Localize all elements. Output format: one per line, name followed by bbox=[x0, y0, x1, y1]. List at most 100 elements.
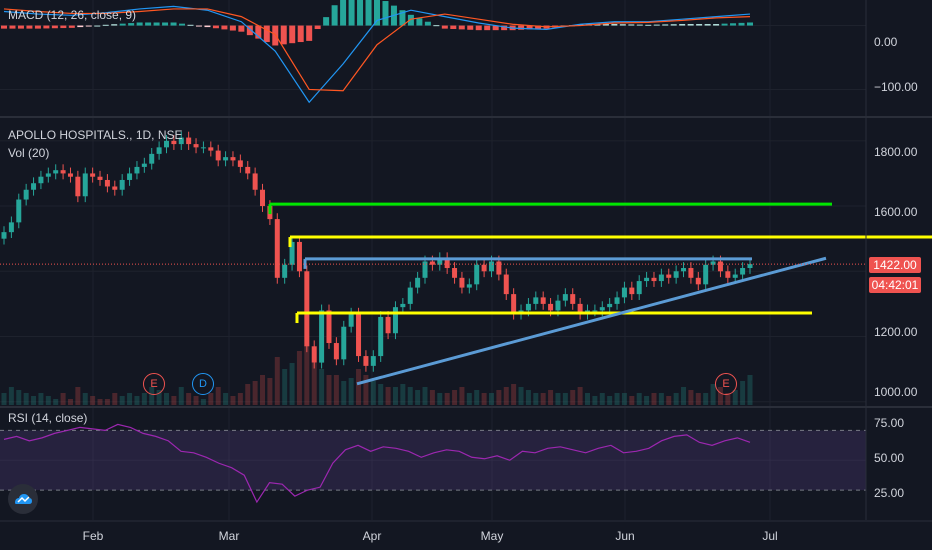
candle-body bbox=[370, 356, 376, 366]
macd-histogram-bar bbox=[357, 0, 364, 26]
volume-bar bbox=[555, 393, 561, 405]
rsi-line bbox=[3, 423, 751, 504]
candle-body bbox=[629, 287, 635, 295]
volume-bar bbox=[208, 393, 214, 405]
volume-bar bbox=[134, 396, 140, 405]
macd-histogram-bar bbox=[407, 14, 414, 26]
macd-histogram-bar bbox=[713, 24, 720, 26]
signal-line bbox=[3, 8, 751, 92]
candle-body bbox=[260, 189, 266, 207]
volume-bar bbox=[260, 375, 266, 405]
volume-bar bbox=[415, 390, 421, 405]
candle-body bbox=[644, 277, 650, 282]
macd-histogram-bar bbox=[297, 25, 304, 43]
candle-body bbox=[296, 241, 302, 272]
macd-histogram-bar bbox=[679, 24, 686, 26]
price-tick-4: 1000.00 bbox=[874, 385, 918, 399]
candle-body bbox=[245, 166, 251, 174]
macd-histogram-bar bbox=[611, 24, 618, 26]
volume-bar bbox=[562, 393, 568, 405]
macd-histogram-bar bbox=[382, 1, 389, 26]
price-tick-0: 1800.00 bbox=[874, 145, 918, 159]
grid-lines bbox=[0, 0, 866, 520]
macd-histogram-bar bbox=[619, 24, 626, 26]
countdown-badge: 04:42:01 bbox=[869, 277, 921, 293]
candle-body bbox=[481, 264, 487, 272]
macd-label: MACD (12, 26, close, 9) bbox=[8, 8, 137, 22]
volume-label: Vol (20) bbox=[8, 146, 50, 160]
volume-bar bbox=[681, 387, 687, 405]
macd-histogram-bar bbox=[51, 25, 58, 29]
candle-body bbox=[555, 300, 561, 311]
tradingview-logo-icon[interactable] bbox=[8, 484, 38, 514]
macd-histogram-bar bbox=[475, 25, 482, 31]
rsi-band-fill bbox=[0, 430, 866, 491]
macd-histogram-bar bbox=[535, 25, 542, 30]
volume-bar bbox=[267, 378, 273, 405]
candle-body bbox=[141, 163, 147, 167]
volume-bar bbox=[747, 375, 753, 405]
volume-bar bbox=[452, 390, 458, 405]
candle-body bbox=[304, 271, 310, 347]
macd-histogram-bar bbox=[229, 25, 236, 31]
volume-bar bbox=[607, 396, 613, 405]
macd-histogram-bar bbox=[204, 25, 211, 28]
candle-body bbox=[747, 264, 753, 269]
x-tick-mar: Mar bbox=[218, 529, 240, 543]
volume-bar bbox=[223, 393, 229, 405]
earnings-event-icon[interactable]: E bbox=[143, 373, 165, 395]
volume-bar bbox=[651, 393, 657, 405]
macd-histogram-bar bbox=[492, 25, 499, 31]
volume-bar bbox=[570, 390, 576, 405]
macd-histogram-bar bbox=[255, 25, 262, 39]
candle-body bbox=[348, 313, 354, 327]
dividend-event-icon[interactable]: D bbox=[192, 373, 214, 395]
volume-bar bbox=[577, 387, 583, 405]
macd-histogram-bar bbox=[221, 25, 228, 30]
volume-bar bbox=[282, 369, 288, 405]
candle-body bbox=[23, 189, 29, 200]
volume-bar bbox=[725, 393, 731, 405]
volume-bar bbox=[400, 384, 406, 405]
volume-bar bbox=[319, 369, 325, 405]
candle-body bbox=[511, 294, 517, 314]
macd-histogram-bar bbox=[111, 24, 118, 26]
macd-histogram-bar bbox=[340, 0, 347, 26]
candle-body bbox=[621, 287, 627, 298]
candle-body bbox=[429, 261, 435, 265]
x-tick-jun: Jun bbox=[615, 529, 635, 543]
candle-body bbox=[407, 287, 413, 304]
volume-bar bbox=[666, 396, 672, 405]
candle-body bbox=[725, 271, 731, 278]
price-tick-1: 1600.00 bbox=[874, 205, 918, 219]
candle-body bbox=[437, 258, 443, 265]
candle-body bbox=[319, 310, 325, 363]
candle-body bbox=[540, 297, 546, 304]
last-price-badge: 1422.00 bbox=[869, 257, 921, 273]
macd-histogram-bar bbox=[306, 25, 313, 41]
volume-bar bbox=[503, 387, 509, 405]
candle-body bbox=[422, 261, 428, 278]
macd-histogram-bar bbox=[458, 25, 465, 30]
candle-body bbox=[681, 268, 687, 272]
candle-body bbox=[548, 303, 554, 311]
macd-histogram-bar bbox=[662, 24, 669, 26]
volume-bar bbox=[636, 393, 642, 405]
volume-bar bbox=[237, 393, 243, 405]
volume-bar bbox=[599, 393, 605, 405]
candle-body bbox=[208, 147, 214, 151]
earnings-event-icon[interactable]: E bbox=[715, 373, 737, 395]
candle-body bbox=[415, 277, 421, 288]
candle-body bbox=[599, 307, 605, 311]
macd-histogram-bar bbox=[263, 25, 270, 43]
rsi-tick-1: 50.00 bbox=[874, 451, 905, 465]
candle-body bbox=[703, 264, 709, 285]
macd-histogram-bar bbox=[399, 10, 406, 26]
macd-tick-0: 0.00 bbox=[874, 35, 898, 49]
volume-bar bbox=[119, 396, 125, 405]
candle-body bbox=[378, 316, 384, 357]
candle-body bbox=[392, 307, 398, 334]
volume-bar bbox=[60, 393, 66, 405]
volume-bar bbox=[304, 345, 310, 405]
